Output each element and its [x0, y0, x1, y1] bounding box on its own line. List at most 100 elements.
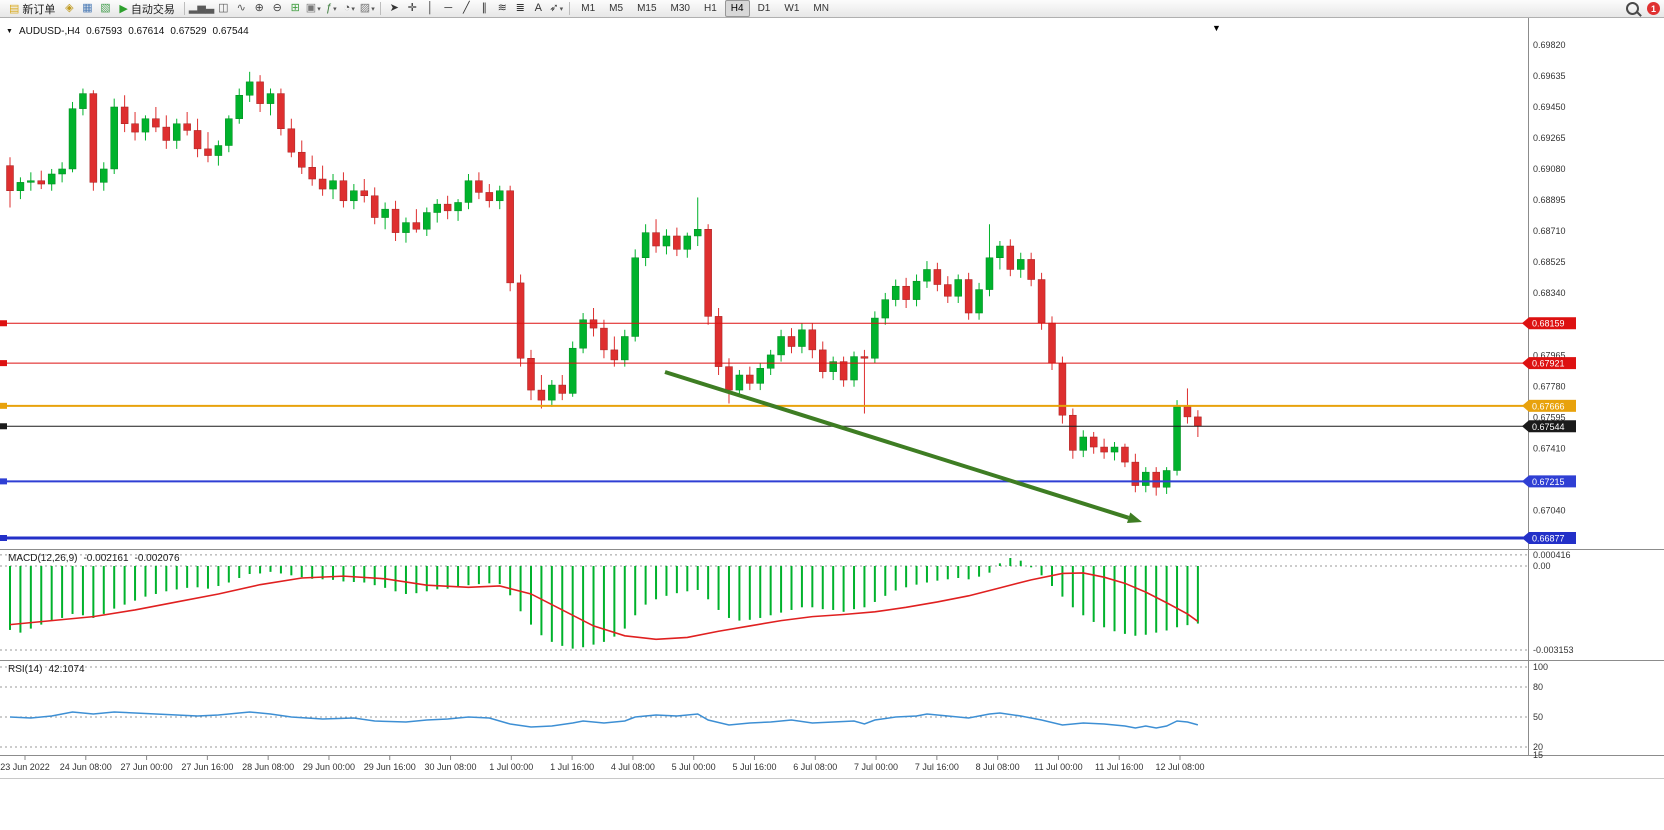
zoom-in-icon[interactable]: ⊕ — [250, 1, 268, 17]
candle — [58, 168, 66, 175]
trend-arrow[interactable] — [664, 370, 1130, 520]
candle — [1152, 471, 1160, 488]
vertical-line-icon[interactable]: │ — [421, 1, 439, 17]
dropdown-caret-icon[interactable]: ▾ — [371, 5, 375, 13]
candle — [277, 93, 285, 130]
candle — [266, 93, 275, 104]
time-axis-label: 30 Jun 08:00 — [425, 762, 477, 772]
navigator-icon[interactable]: ▧ — [96, 1, 114, 17]
timeframe-m5[interactable]: M5 — [609, 3, 624, 14]
time-axis-label: 11 Jul 16:00 — [1095, 762, 1143, 772]
timeframe-m15[interactable]: M15 — [637, 3, 657, 14]
candle — [245, 81, 254, 96]
navigator-icon: ▧ — [100, 2, 111, 14]
line-chart-type-icon[interactable]: ∿ — [232, 1, 250, 17]
price-axis-label: 0.67410 — [1533, 444, 1566, 454]
timeframe-m1[interactable]: M1 — [581, 3, 596, 14]
chart-canvas[interactable]: 0.69820 0.69635 0.69450 0.69265 0.69080 0.688… — [0, 18, 1664, 830]
price-badge — [1529, 317, 1576, 330]
time-axis-label: 27 Jun 00:00 — [121, 762, 173, 772]
price-badge — [1529, 475, 1576, 488]
line-anchor[interactable] — [0, 402, 7, 409]
crosshair-icon[interactable]: ✛ — [403, 1, 421, 17]
channel-icon: ∥ — [481, 2, 488, 14]
line-anchor[interactable] — [0, 360, 7, 367]
bar-chart-type-icon[interactable]: ▂▅▃ — [189, 1, 214, 17]
candle — [37, 180, 46, 185]
line-chart-type-icon: ∿ — [236, 2, 246, 14]
main-toolbar: ▤ 新订单 ◈ ▦ ▧ ▶ 自动交易 ▂▅▃ ◫ ∿ ⊕ ⊖ ⊞ ▣ ▾ ƒ ▾ ◔ ▾ ▨ ▾ ➤ ✛ │ ─ ╱ ∥ ≋ ≣ A ➶ ▾ … — [0, 0, 1664, 18]
time-axis-label: 1 Jul 16:00 — [550, 762, 594, 772]
channel-icon[interactable]: ∥ — [475, 1, 493, 17]
tile-windows-icon[interactable]: ⊞ — [286, 1, 304, 17]
candle — [589, 319, 598, 329]
candle — [287, 128, 296, 153]
candle — [610, 349, 619, 361]
rsi-axis-label: 20 — [1533, 742, 1543, 752]
candle — [704, 229, 712, 317]
arrows-icon: ➶ — [549, 2, 559, 14]
macd-title: MACD(12,26,9) — [8, 553, 78, 564]
cursor-icon: ➤ — [389, 2, 399, 14]
rsi-axis-label: 50 — [1533, 712, 1543, 722]
text-icon: A — [534, 2, 542, 14]
timeframe-m30[interactable]: M30 — [670, 3, 690, 14]
price-badge-pointer — [1522, 399, 1529, 412]
candle — [693, 229, 702, 237]
auto-trading-icon: ▶ — [119, 3, 128, 15]
candle — [985, 257, 994, 290]
timeframe-w1[interactable]: W1 — [784, 3, 800, 14]
bar-shift-marker[interactable]: ▼ — [1212, 23, 1221, 33]
market-watch-icon[interactable]: ▦ — [78, 1, 96, 17]
profiles-icon[interactable]: ◈ — [60, 1, 78, 17]
candle-chart-type-icon[interactable]: ◫ — [214, 1, 232, 17]
line-anchor[interactable] — [0, 423, 7, 430]
candle — [402, 222, 410, 233]
dropdown-caret-icon[interactable]: ▾ — [559, 5, 564, 13]
timeframe-mn[interactable]: MN — [813, 3, 829, 14]
candle — [1110, 446, 1119, 453]
equidistant-icon[interactable]: ≣ — [511, 1, 529, 17]
trendline-icon[interactable]: ╱ — [457, 1, 475, 17]
rsi-axis-label: 100 — [1533, 662, 1548, 672]
dropdown-caret-icon[interactable]: ▾ — [333, 5, 337, 13]
new-order-button[interactable]: ▤ 新订单 — [4, 1, 60, 17]
auto-trading-button[interactable]: ▶ 自动交易 — [114, 1, 179, 17]
price-badge-label: 0.67666 — [1532, 401, 1565, 411]
periods-icon[interactable]: ◔ ▾ — [340, 1, 358, 17]
text-icon[interactable]: A — [529, 1, 547, 17]
toolbar-left-group: ▤ 新订单 ◈ ▦ ▧ ▶ 自动交易 ▂▅▃ ◫ ∿ ⊕ ⊖ ⊞ ▣ ▾ ƒ ▾ ◔ ▾ ▨ ▾ ➤ ✛ │ ─ ╱ ∥ ≋ ≣ A ➶ ▾ — [4, 0, 574, 17]
line-anchor[interactable] — [0, 478, 7, 485]
collapse-triangle-icon[interactable]: ▼ — [6, 28, 13, 35]
dropdown-caret-icon[interactable]: ▾ — [351, 5, 355, 13]
timeframe-h1[interactable]: H1 — [703, 3, 717, 14]
line-anchor[interactable] — [0, 320, 7, 327]
candle — [1016, 259, 1025, 270]
candle — [172, 123, 181, 141]
search-icon[interactable] — [1623, 1, 1641, 17]
zoom-out-icon[interactable]: ⊖ — [268, 1, 286, 17]
macd-label-line: MACD(12,26,9) -0.002161 -0.002076 — [8, 553, 180, 564]
candle — [839, 361, 848, 381]
cursor-icon[interactable]: ➤ — [385, 1, 403, 17]
indicators-icon[interactable]: ƒ ▾ — [322, 1, 340, 17]
templates-icon[interactable]: ▨ ▾ — [358, 1, 376, 17]
horizontal-line-icon[interactable]: ─ — [439, 1, 457, 17]
new-chart-icon[interactable]: ▣ ▾ — [304, 1, 322, 17]
timeframe-h4[interactable]: H4 — [724, 0, 750, 17]
arrows-icon[interactable]: ➶ ▾ — [547, 1, 565, 17]
line-anchor[interactable] — [0, 534, 7, 541]
candle — [850, 356, 858, 381]
fibonacci-icon[interactable]: ≋ — [493, 1, 511, 17]
candle — [735, 374, 744, 391]
candle — [798, 329, 806, 347]
price-badge-label: 0.66877 — [1532, 533, 1565, 543]
notification-badge[interactable]: 1 — [1647, 2, 1660, 15]
toolbar-right-group: 1 — [1623, 0, 1660, 17]
ohlc-high: 0.67614 — [128, 26, 165, 37]
dropdown-caret-icon[interactable]: ▾ — [317, 5, 321, 13]
candle — [485, 192, 494, 202]
candle — [423, 212, 431, 230]
timeframe-d1[interactable]: D1 — [757, 3, 771, 14]
candle — [527, 358, 535, 391]
